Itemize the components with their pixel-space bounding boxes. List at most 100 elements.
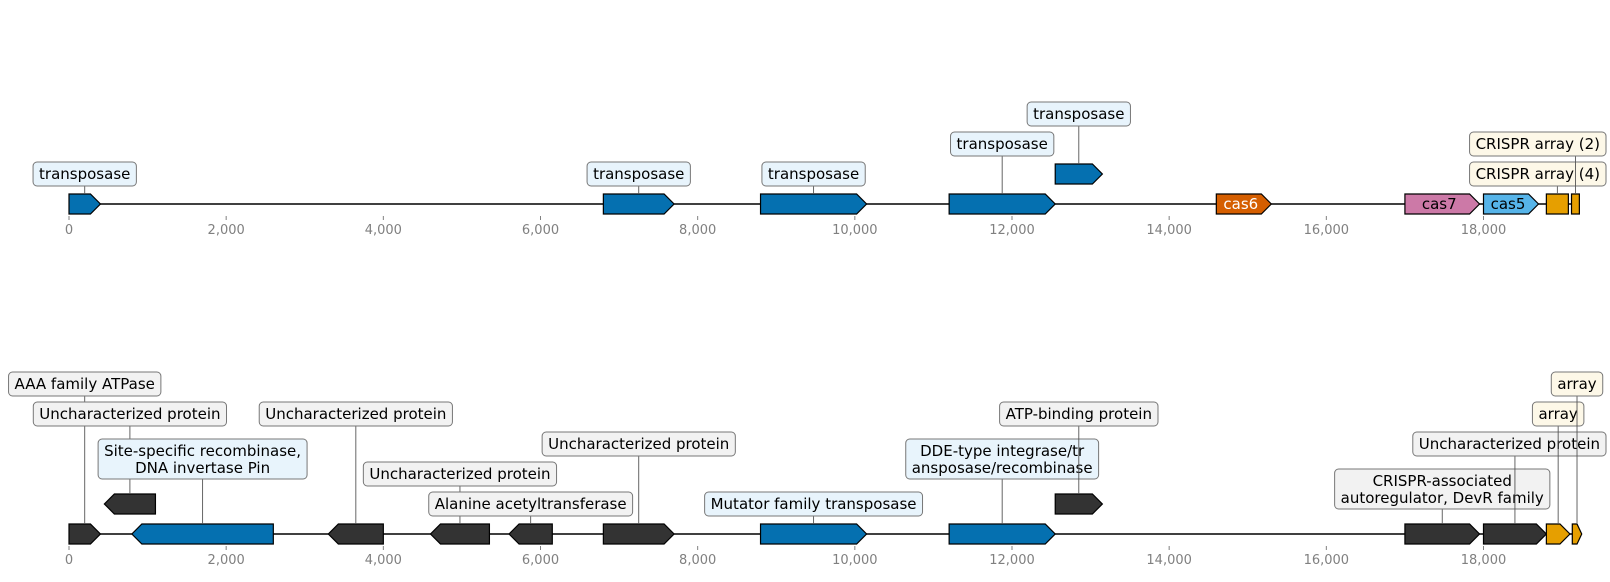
label-box [362,461,558,487]
label-box [999,401,1159,427]
tick-label: 0 [65,553,73,568]
tick-label: 4,000 [365,553,402,568]
gene-inline-label: cas5 [1491,195,1526,213]
gene-label: Uncharacterized protein [258,401,453,427]
gene-feature: Uncharacterized protein [32,401,228,515]
gene-arrow [1404,193,1481,215]
gene-feature: Alanine acetyltransferase [428,491,634,545]
gene-feature: array [1531,401,1585,545]
gene-arrow [131,523,274,545]
tick-label: 16,000 [1304,223,1350,238]
label-box [541,431,736,457]
label-text: Uncharacterized protein [548,435,729,453]
gene-arrow [1054,163,1104,185]
tick-label: 12,000 [989,553,1035,568]
gene-inline-label: cas7 [1422,195,1457,213]
gene-label: ATP-binding protein [999,401,1159,427]
gene-arrow [1571,523,1583,545]
label-text: transposase [957,135,1048,153]
tick-label: 12,000 [989,223,1035,238]
gene-label: Uncharacterized protein [32,401,228,427]
gene-feature: transposase [1026,101,1131,185]
label-box [32,161,137,187]
label-box [1412,431,1607,457]
label-box [761,161,866,187]
label-box [905,438,1100,480]
gene-arrow [759,523,868,545]
track-2: 0 2,000 4,000 6,000 8,000 10,000 12,000 14,000 1… [8,371,1607,568]
gene-label: array [1531,401,1585,427]
label-text: transposase [39,165,130,183]
tick-label: 2,000 [208,223,245,238]
gene-feature: ATP-binding protein [999,401,1159,515]
tick-label: 14,000 [1146,223,1192,238]
gene-feature: AAA family ATPase [8,371,162,545]
tick-label: 2,000 [208,553,245,568]
label-text: transposase [1033,105,1124,123]
gene-label: array [1550,371,1604,397]
label-text: Alanine acetyltransferase [435,495,627,513]
label-text: AAA family ATPase [15,375,155,393]
gene-label: transposase [586,161,691,187]
gene-label: Site-specific recombinase, DNA invertase … [97,438,308,480]
gene-label: Alanine acetyltransferase [428,491,634,517]
gene-arrow [602,523,675,545]
label-box [1469,161,1607,187]
gene-feature: cas5 [1482,193,1540,215]
gene-arrow [1482,193,1540,215]
label-box [428,491,634,517]
gene-arrow [103,493,157,515]
tick-label: 4,000 [365,223,402,238]
gene-label: Uncharacterized protein [1412,431,1607,457]
label-text: Uncharacterized protein [1419,435,1600,453]
label-box [1334,468,1551,510]
label-text: array [1557,375,1596,393]
label-text: transposase [768,165,859,183]
gene-inline-label: cas6 [1223,195,1258,213]
gene-feature: Uncharacterized protein [1412,431,1607,545]
label-box [704,491,924,517]
tick-label: 8,000 [679,553,716,568]
gene-feature: transposase [948,131,1057,215]
gene-label: CRISPR array (2) [1469,131,1607,157]
label-box [97,438,308,480]
label-box [950,131,1055,157]
label-box [32,401,228,427]
label-text: CRISPR-associated autoregulator, DevR fam… [1341,472,1544,507]
tick-label: 14,000 [1146,553,1192,568]
gene-feature: Uncharacterized protein [541,431,736,545]
label-box [8,371,162,397]
gene-arrow [1215,193,1273,215]
gene-arrow [602,193,675,215]
tick-label: 18,000 [1461,553,1507,568]
gene-label: CRISPR array (4) [1469,161,1607,187]
label-text: array [1538,405,1577,423]
label-box [1026,101,1131,127]
gene-label: transposase [761,161,866,187]
gene-arrow [429,523,491,545]
gene-arrow [1570,193,1580,215]
gene-arrow [1545,523,1571,545]
gene-arrow [68,193,102,215]
gene-label: transposase [32,161,137,187]
label-text: CRISPR array (2) [1476,135,1600,153]
label-box [586,161,691,187]
gene-label: transposase [1026,101,1131,127]
gene-feature: transposase [586,161,691,215]
label-text: Mutator family transposase [711,495,917,513]
gene-arrow [1482,523,1548,545]
gene-feature: DDE-type integrase/tr ansposase/recombina… [905,438,1100,545]
label-text: Uncharacterized protein [369,465,550,483]
gene-label: Uncharacterized protein [362,461,558,487]
gene-feature: array [1550,371,1604,545]
gene-feature: Site-specific recombinase, DNA invertase … [97,438,308,545]
label-text: DDE-type integrase/tr ansposase/recombina… [912,442,1093,477]
gene-arrow [1054,493,1104,515]
gene-feature: Mutator family transposase [704,491,924,545]
label-text: Site-specific recombinase, DNA invertase … [104,442,301,477]
gene-feature: cas7 [1404,193,1481,215]
label-box [1469,131,1607,157]
tick-label: 6,000 [522,223,559,238]
label-text: ATP-binding protein [1006,405,1152,423]
